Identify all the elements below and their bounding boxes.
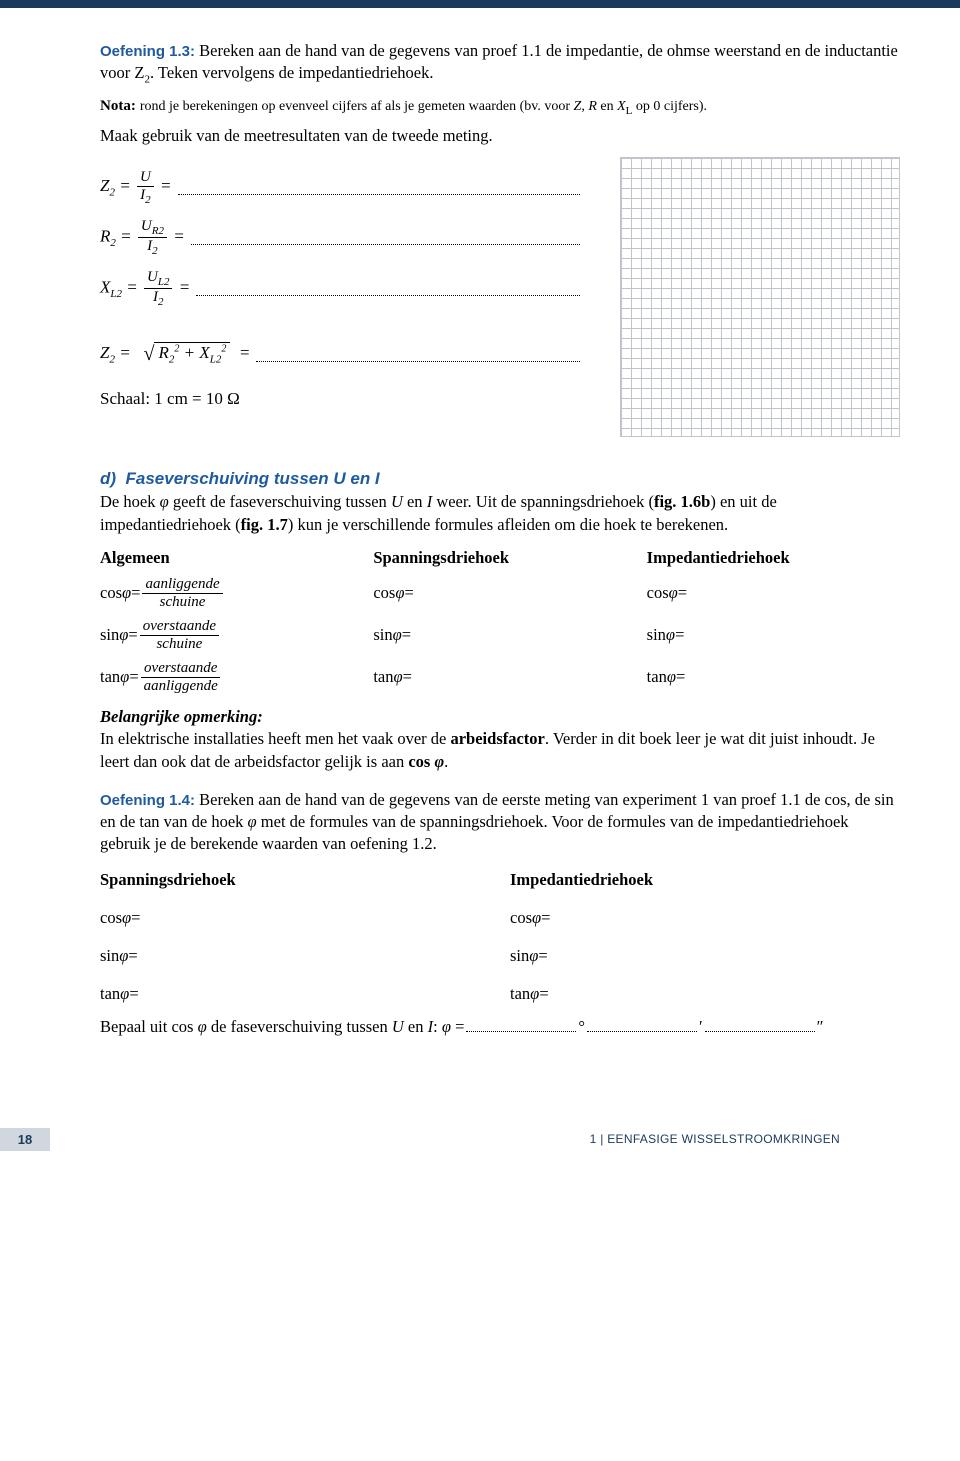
nota-block: Nota: rond je berekeningen op evenveel c… bbox=[100, 97, 900, 117]
tan-algemeen: tan φ = overstaandeaanliggende bbox=[100, 660, 353, 694]
schaal-text: Schaal: 1 cm = 10 Ω bbox=[100, 389, 580, 409]
cos-imp-2: cos φ = bbox=[510, 908, 900, 928]
chapter-title: 1 | EENFASIGE WISSELSTROOMKRINGEN bbox=[590, 1132, 840, 1146]
col-spannings-2: Spanningsdriehoek bbox=[100, 870, 490, 890]
formula-grid-row: Z2 = UI2 = R2 = UR2I2 = XL2 = UL2I2 = Z2… bbox=[100, 157, 900, 437]
cos-impedantie: cos φ = bbox=[647, 576, 900, 610]
top-accent-bar bbox=[0, 0, 960, 8]
ex14-two-col: Spanningsdriehoek Impedantiedriehoek cos… bbox=[100, 870, 900, 1004]
sin-sp-2: sin φ = bbox=[100, 946, 490, 966]
cos-spannings: cos φ = bbox=[373, 576, 626, 610]
formula-xl2: XL2 = UL2I2 = bbox=[100, 269, 580, 308]
blank-sec[interactable] bbox=[705, 1017, 815, 1032]
ex13-tail: . Teken vervolgens de impedantiedriehoek… bbox=[150, 63, 434, 82]
formula-table: Algemeen Spanningsdriehoek Impedantiedri… bbox=[100, 548, 900, 694]
maak-gebruik: Maak gebruik van de meetresultaten van d… bbox=[100, 125, 900, 147]
page-footer: 18 1 | EENFASIGE WISSELSTROOMKRINGEN bbox=[100, 1128, 900, 1171]
formula-z2-sqrt: Z2 = √R22 + XL22 = bbox=[100, 342, 580, 367]
col-impedantie-2: Impedantiedriehoek bbox=[510, 870, 900, 890]
tan-spannings: tan φ = bbox=[373, 660, 626, 694]
nota-text: rond je berekeningen op evenveel cijfers… bbox=[140, 99, 707, 114]
exercise-1-4-label: Oefening 1.4: bbox=[100, 792, 195, 809]
remark-block: Belangrijke opmerking: In elektrische in… bbox=[100, 706, 900, 773]
blank-z2[interactable] bbox=[178, 180, 580, 195]
col-impedantie: Impedantiedriehoek bbox=[647, 548, 900, 568]
blank-min[interactable] bbox=[587, 1017, 697, 1032]
exercise-1-4: Oefening 1.4: Bereken aan de hand van de… bbox=[100, 789, 900, 856]
sin-impedantie: sin φ = bbox=[647, 618, 900, 652]
section-d-head: d) Faseverschuiving tussen U en I bbox=[100, 469, 900, 489]
blank-r2[interactable] bbox=[191, 230, 580, 245]
blank-xl2[interactable] bbox=[196, 281, 580, 296]
page-number: 18 bbox=[0, 1128, 50, 1151]
sin-spannings: sin φ = bbox=[373, 618, 626, 652]
tan-impedantie: tan φ = bbox=[647, 660, 900, 694]
blank-z2-sqrt[interactable] bbox=[256, 347, 580, 362]
exercise-1-3-label: Oefening 1.3: bbox=[100, 43, 195, 60]
section-d-para: De hoek φ geeft de faseverschuiving tuss… bbox=[100, 491, 900, 536]
remark-head: Belangrijke opmerking: bbox=[100, 707, 263, 726]
formula-z2: Z2 = UI2 = bbox=[100, 169, 580, 206]
col-algemeen: Algemeen bbox=[100, 548, 353, 568]
millimeter-grid[interactable] bbox=[620, 157, 900, 437]
page-content: Oefening 1.3: Bereken aan de hand van de… bbox=[0, 8, 960, 1171]
cos-sp-2: cos φ = bbox=[100, 908, 490, 928]
bepaal-line: Bepaal uit cos φ de faseverschuiving tus… bbox=[100, 1016, 900, 1038]
tan-sp-2: tan φ = bbox=[100, 984, 490, 1004]
sin-algemeen: sin φ = overstaandeschuine bbox=[100, 618, 353, 652]
formula-r2: R2 = UR2I2 = bbox=[100, 218, 580, 257]
blank-deg[interactable] bbox=[466, 1017, 576, 1032]
sin-imp-2: sin φ = bbox=[510, 946, 900, 966]
tan-imp-2: tan φ = bbox=[510, 984, 900, 1004]
col-spannings: Spanningsdriehoek bbox=[373, 548, 626, 568]
formula-column: Z2 = UI2 = R2 = UR2I2 = XL2 = UL2I2 = Z2… bbox=[100, 157, 580, 409]
exercise-1-3: Oefening 1.3: Bereken aan de hand van de… bbox=[100, 40, 900, 87]
cos-algemeen: cos φ = aanliggendeschuine bbox=[100, 576, 353, 610]
nota-label: Nota: bbox=[100, 98, 136, 114]
